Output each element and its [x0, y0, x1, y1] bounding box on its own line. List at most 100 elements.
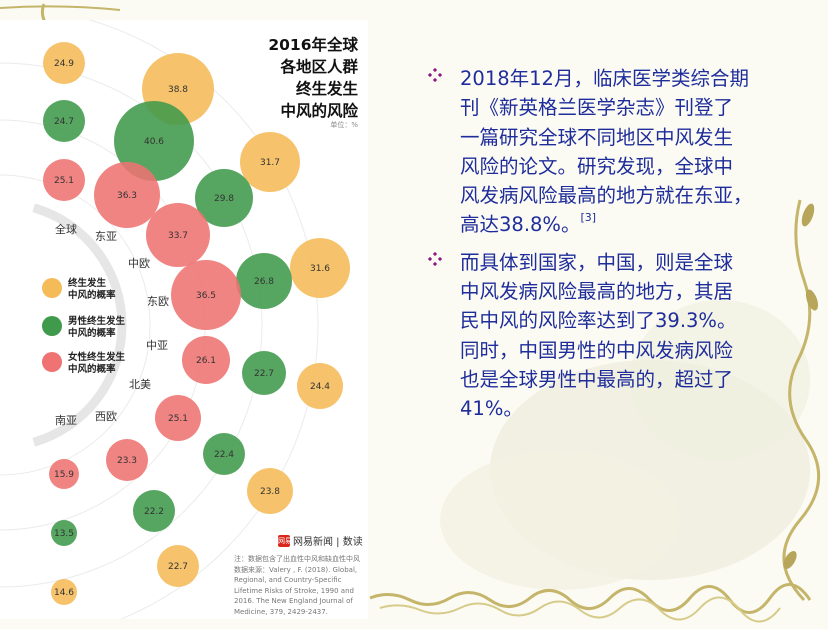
- bubble-yellow: [43, 42, 85, 84]
- source-line: Medicine, 379, 2429-2437.: [234, 607, 328, 616]
- region-label: 南亚: [55, 414, 77, 427]
- bubble-yellow: [51, 579, 77, 605]
- bubble-value-label: 36.5: [196, 291, 216, 301]
- bubble-value-label: 29.8: [214, 194, 234, 204]
- source-line: 注：数据包含了出血性中风和缺血性中风: [234, 555, 360, 563]
- bubble-value-label: 15.9: [54, 470, 74, 480]
- title-line: 2016年全球: [268, 36, 358, 54]
- legend-item-lifetime: 终生发生 中风的概率: [42, 278, 116, 302]
- bubble-green: [203, 433, 245, 475]
- bubble-red: [94, 162, 160, 228]
- legend-label: 男性终生发生: [68, 316, 126, 327]
- text-line: 而具体到国家，中国，则是全球: [460, 250, 734, 274]
- legend-label: 终生发生: [68, 278, 107, 289]
- region-label: 东亚: [95, 230, 117, 243]
- bubble-value-label: 26.8: [254, 277, 274, 287]
- stroke-risk-infographic: 全球东亚中欧东欧中亚北美西欧 南亚 24.9 24.7 25.1 38.8 40.6 36.3…: [0, 20, 368, 619]
- text-line: 刊《新英格兰医学杂志》刊登了: [460, 96, 734, 120]
- region-arc: [32, 203, 127, 447]
- infographic-title: 2016年全球 各地区人群 终生发生 中风的风险: [232, 34, 358, 122]
- bubble-yellow: [290, 238, 350, 298]
- text-line: 中风发病风险最高的地方，其居: [460, 280, 734, 304]
- legend-label: 中风的概率: [68, 364, 116, 375]
- bubble-red: [171, 260, 241, 330]
- bubble-value-label: 36.3: [117, 191, 137, 201]
- region-label: 全球: [55, 222, 77, 236]
- bubble-yellow: [297, 363, 343, 409]
- legend-label: 中风的概率: [68, 328, 116, 339]
- unit-label: 单位：%: [330, 121, 358, 129]
- bullet-paragraph: 2018年12月，临床医学类综合期 刊《新英格兰医学杂志》刊登了 一篇研究全球不…: [428, 64, 796, 240]
- source-line: Regional, and Country-Specific: [234, 576, 342, 584]
- bubble-red: [49, 459, 79, 489]
- text-line: 高达38.8%。: [460, 213, 581, 237]
- bubble-value-label: 23.8: [260, 487, 280, 497]
- text-line: 民中风的风险率达到了39.3%。: [460, 309, 737, 333]
- bubble-green: [236, 253, 292, 309]
- bubble-value-label: 22.7: [168, 562, 188, 572]
- bubble-green: [51, 520, 77, 546]
- bubble-red: [182, 336, 230, 384]
- title-line: 各地区人群: [280, 58, 358, 76]
- bubble-red: [106, 439, 148, 481]
- title-line: 中风的风险: [280, 102, 358, 120]
- netease-logo-badge: 网易: [278, 534, 292, 547]
- bubble-value-label: 40.6: [144, 137, 164, 147]
- legend-label: 中风的概率: [68, 290, 116, 301]
- guide-ring: [0, 62, 263, 588]
- source-line: 2016. The New England Journal of: [234, 597, 353, 605]
- title-line: 终生发生: [295, 80, 358, 98]
- text-line-last: 高达38.8%。[3]: [460, 210, 796, 239]
- legend-item-female: 女性终生发生 中风的概率: [42, 352, 125, 376]
- netease-logo: 网易 网易新闻 | 数读: [278, 533, 363, 548]
- citation-ref[interactable]: [3]: [580, 211, 597, 225]
- region-label: 东欧: [147, 295, 169, 308]
- bubble-green: [242, 351, 286, 395]
- bubble-value-label: 24.9: [54, 59, 74, 69]
- text-line: 一篇研究全球不同地区中风发生: [460, 125, 734, 149]
- region-label: 中欧: [128, 257, 150, 270]
- bubble-yellow: [247, 468, 293, 514]
- bubble-value-label: 33.7: [168, 231, 188, 241]
- bubble-green: [43, 100, 85, 142]
- bubble-yellow: [240, 132, 300, 192]
- body-text: 2018年12月，临床医学类综合期 刊《新英格兰医学杂志》刊登了 一篇研究全球不…: [428, 64, 796, 432]
- bubble-yellow: [157, 545, 199, 587]
- bubble-value-label: 25.1: [168, 414, 188, 424]
- bubble-green: [195, 169, 253, 227]
- logo-text: 网易新闻 | 数读: [293, 537, 363, 548]
- bubble-value-label: 24.7: [54, 117, 74, 127]
- text-line: 2018年12月，临床医学类综合期: [460, 67, 749, 90]
- text-line: 风险的论文。研究发现，全球中: [460, 154, 734, 178]
- region-label: 西欧: [95, 410, 117, 423]
- bubble-value-label: 38.8: [168, 85, 188, 95]
- bubble-green: [133, 490, 175, 532]
- bubble-value-label: 22.7: [254, 369, 274, 379]
- bubble-value-label: 22.2: [144, 507, 164, 517]
- bubble-red: [43, 159, 85, 201]
- text-line: 同时，中国男性的中风发病风险: [460, 338, 734, 362]
- bubble-value-label: 31.6: [310, 264, 330, 274]
- legend-label: 女性终生发生: [68, 352, 126, 363]
- bubble-value-label: 23.3: [117, 456, 137, 466]
- bubble-value-label: 14.6: [54, 588, 74, 598]
- bubble-red: [155, 395, 201, 441]
- bubble-value-label: 22.4: [214, 450, 234, 460]
- legend-dot-green: [42, 316, 62, 336]
- guide-ring: [87, 20, 319, 619]
- source-line: Lifetime Risks of Stroke, 1990 and: [234, 586, 354, 595]
- legend-item-male: 男性终生发生 中风的概率: [42, 316, 125, 340]
- bubble-red: [146, 203, 210, 267]
- source-note: 注：数据包含了出血性中风和缺血性中风 数据来源：Valery , F. (201…: [234, 554, 362, 617]
- diamond-bullet-icon: [428, 251, 442, 266]
- region-label: 北美: [129, 378, 151, 391]
- bubble-value-label: 26.1: [196, 356, 216, 366]
- region-label: 中亚: [146, 339, 168, 352]
- source-line: 数据来源：Valery , F. (2018). Global,: [234, 565, 358, 574]
- guide-ring: [0, 174, 151, 476]
- bullet-paragraph: 而具体到国家，中国，则是全球 中风发病风险最高的地方，其居 民中风的风险率达到了…: [428, 248, 796, 424]
- bubble-value-label: 24.4: [310, 382, 330, 392]
